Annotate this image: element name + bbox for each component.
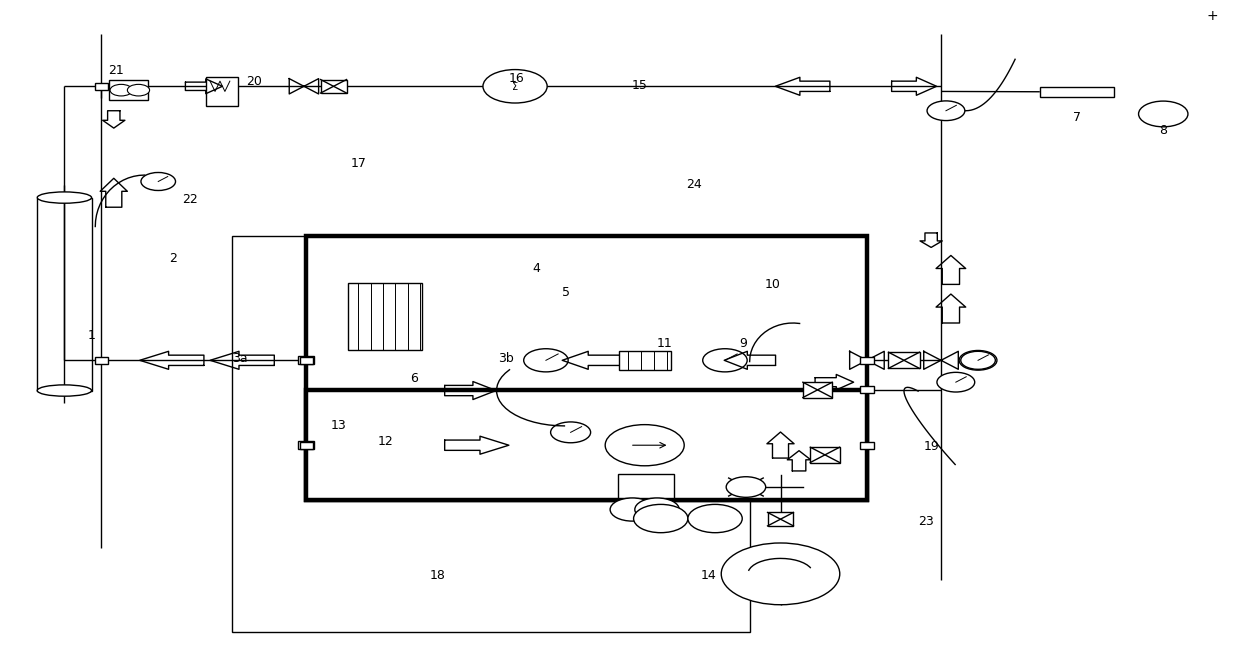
Text: 7: 7 bbox=[1073, 110, 1081, 123]
Bar bbox=[37, 198, 92, 391]
Text: $\Sigma$: $\Sigma$ bbox=[511, 80, 518, 92]
Circle shape bbox=[141, 172, 176, 191]
Circle shape bbox=[635, 498, 680, 521]
Ellipse shape bbox=[37, 385, 92, 396]
Bar bbox=[109, 80, 149, 100]
Circle shape bbox=[110, 85, 133, 96]
Bar bbox=[306, 390, 867, 500]
Text: 4: 4 bbox=[532, 262, 539, 275]
Circle shape bbox=[1138, 101, 1188, 127]
Bar bbox=[810, 447, 839, 463]
Bar bbox=[618, 474, 675, 498]
Text: 2: 2 bbox=[169, 252, 177, 265]
Text: +: + bbox=[1207, 8, 1219, 23]
Circle shape bbox=[605, 424, 684, 466]
Bar bbox=[802, 382, 832, 397]
Circle shape bbox=[703, 349, 748, 372]
Bar bbox=[861, 442, 874, 449]
Ellipse shape bbox=[37, 192, 92, 203]
Text: 22: 22 bbox=[182, 193, 198, 206]
Bar bbox=[861, 386, 874, 393]
Circle shape bbox=[610, 498, 655, 521]
Circle shape bbox=[722, 543, 839, 605]
Text: 18: 18 bbox=[429, 568, 445, 581]
Bar bbox=[306, 236, 867, 500]
Text: 23: 23 bbox=[919, 515, 934, 528]
Text: 11: 11 bbox=[656, 337, 672, 350]
Text: 20: 20 bbox=[247, 75, 263, 88]
Text: 24: 24 bbox=[686, 178, 702, 191]
Text: 19: 19 bbox=[924, 440, 939, 453]
Bar bbox=[619, 351, 671, 370]
Bar bbox=[348, 283, 423, 350]
Bar bbox=[299, 441, 315, 450]
Text: 6: 6 bbox=[410, 373, 418, 386]
Text: 8: 8 bbox=[1159, 123, 1167, 136]
Text: 15: 15 bbox=[632, 79, 647, 92]
Circle shape bbox=[937, 372, 975, 392]
Circle shape bbox=[523, 349, 568, 372]
Circle shape bbox=[688, 505, 743, 533]
Bar bbox=[94, 357, 108, 364]
Bar bbox=[299, 356, 315, 364]
Circle shape bbox=[928, 101, 965, 121]
Bar bbox=[888, 352, 920, 368]
Circle shape bbox=[960, 351, 997, 370]
Bar bbox=[300, 357, 314, 364]
Bar bbox=[321, 79, 346, 93]
Circle shape bbox=[482, 70, 547, 103]
Text: 21: 21 bbox=[108, 65, 124, 78]
Bar bbox=[1040, 87, 1114, 97]
Text: 14: 14 bbox=[701, 568, 717, 581]
Bar bbox=[232, 236, 750, 632]
Text: 1: 1 bbox=[88, 329, 95, 342]
Text: 13: 13 bbox=[331, 419, 346, 432]
Bar bbox=[768, 512, 794, 526]
Circle shape bbox=[128, 85, 150, 96]
Bar bbox=[94, 83, 108, 90]
Bar bbox=[861, 357, 874, 364]
Text: 3a: 3a bbox=[232, 352, 248, 365]
Circle shape bbox=[727, 477, 765, 497]
Text: 9: 9 bbox=[739, 337, 748, 350]
Text: 3b: 3b bbox=[498, 352, 515, 365]
Bar bbox=[206, 78, 238, 105]
Circle shape bbox=[551, 422, 590, 443]
Circle shape bbox=[961, 351, 996, 370]
Text: 17: 17 bbox=[351, 157, 366, 170]
Circle shape bbox=[634, 505, 688, 533]
Text: 5: 5 bbox=[562, 286, 569, 298]
Text: 10: 10 bbox=[765, 278, 781, 291]
Text: 12: 12 bbox=[377, 435, 393, 448]
Bar bbox=[300, 442, 314, 449]
Text: 16: 16 bbox=[508, 72, 525, 85]
